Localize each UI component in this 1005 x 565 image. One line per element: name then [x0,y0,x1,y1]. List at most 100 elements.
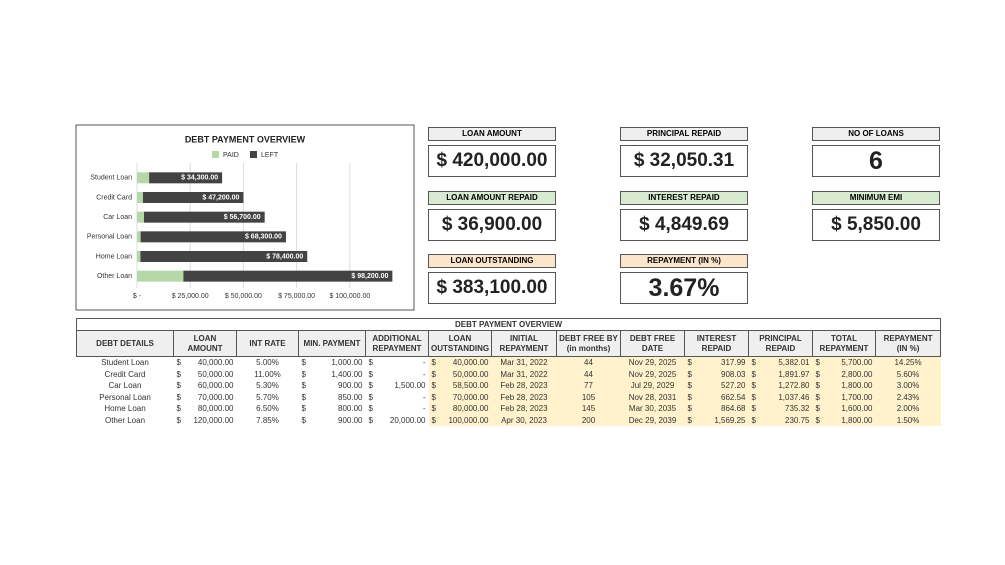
table-row: Other Loan $120,000.00 7.85% $900.00 $20,000… [77,414,941,427]
cell: Other Loan [104,415,146,425]
currency: $5,382.01 [752,357,810,368]
cell: $1,569.25 [684,414,749,426]
currency-symbol: $ [301,358,306,368]
cell: 145 [556,403,621,415]
column-header: REPAYMENT (IN %) [874,330,942,357]
bar-segment [142,192,244,203]
column-header: TOTAL REPAYMENT [812,330,876,357]
column-header: ADDITIONAL REPAYMENT [365,330,429,357]
card-value: 3.67% [620,272,748,304]
bar-segment [137,172,150,184]
cell: $50,000.00 [174,369,237,381]
cell: $ - [366,392,429,404]
currency: $1,500.00 [369,380,426,391]
cell: $1,891.97 [748,368,813,380]
currency-symbol: $ [431,358,436,368]
currency: $80,000.00 [177,403,234,414]
column-header: LOAN AMOUNT [173,330,237,357]
amount: 2,800.00 [841,369,873,379]
x-tick-label: $ 75,000.00 [278,293,315,300]
currency-symbol: $ [301,404,306,414]
currency: $864.68 [688,403,746,414]
currency-symbol: $ [687,392,692,402]
cell: Personal Loan [99,392,151,402]
currency: $5,700.00 [816,357,873,368]
currency: $20,000.00 [369,415,426,426]
amount: 900.00 [338,381,363,391]
title-row: DEBT PAYMENT OVERVIEW [75,318,942,331]
card-value: 6 [812,145,940,177]
data-label: $ 47,200.00 [202,194,239,201]
bar-segment [137,211,145,223]
data-label: $ 68,300.00 [245,234,282,241]
amount: 5,700.00 [841,358,873,368]
currency: $80,000.00 [432,403,489,414]
amount: - [422,369,426,379]
currency-symbol: $ [687,369,692,379]
currency-symbol: $ [751,415,756,425]
cell: $900.00 [299,415,366,427]
cell: $50,000.00 [428,368,492,380]
cell: $20,000.00 [366,415,429,427]
currency: $50,000.00 [432,369,489,380]
currency-symbol: $ [815,369,820,379]
currency: $ - [369,403,426,414]
currency: $800.00 [302,403,363,414]
cell: 200 [556,414,621,426]
cell: Feb 28, 2023 [491,380,557,392]
amount: 908.03 [721,369,746,379]
cell: $ - [366,357,429,369]
currency-symbol: $ [176,404,181,414]
amount: 1,800.00 [841,415,873,425]
table-row: Personal Loan $70,000.00 5.70% $850.00 $ - $70… [77,391,941,404]
currency: $1,272.80 [752,380,810,391]
card-header: PRINCIPAL REPAID [620,127,748,141]
amount: 864.68 [721,404,746,414]
amount: 850.00 [338,392,363,402]
currency-symbol: $ [176,381,181,391]
cell: Mar 31, 2022 [491,356,557,369]
cell: $80,000.00 [174,403,237,415]
currency-symbol: $ [751,404,756,414]
currency-symbol: $ [368,392,373,402]
amount: 70,000.00 [452,392,489,402]
amount: - [422,358,426,368]
table-row: Credit Card $50,000.00 11.00% $1,400.00 $ - $5… [77,368,941,381]
currency-symbol: $ [301,392,306,402]
cell: $1,800.00 [812,414,876,426]
bar-segment [140,231,286,243]
amount: 735.32 [785,404,810,414]
amount: 900.00 [338,415,363,425]
cell: Car Loan [108,381,142,391]
cell: $1,272.80 [748,380,813,392]
cell: Apr 30, 2023 [491,414,557,426]
amount: 58,500.00 [452,381,489,391]
column-header: PRINCIPAL REPAID [748,330,813,357]
cell: $1,700.00 [812,391,876,403]
amount: 60,000.00 [197,381,234,391]
currency: $1,569.25 [688,415,746,426]
currency: $100,000.00 [432,415,489,426]
currency-symbol: $ [368,415,373,425]
cell: $1,500.00 [366,380,429,392]
currency-symbol: $ [431,381,436,391]
amount: 40,000.00 [452,358,489,368]
currency: $317.99 [688,357,746,368]
cell: 5.70% [256,392,279,402]
cell: Dec 29, 2039 [620,414,685,426]
currency: $527.20 [688,380,746,391]
cell: 77 [556,380,621,392]
currency: $900.00 [302,415,363,426]
legend-swatch [212,151,219,158]
currency: $908.03 [688,369,746,380]
x-tick-label: $ 25,000.00 [172,293,209,300]
column-header: DEBT DETAILS [76,330,174,357]
cell: $864.68 [684,403,749,415]
amount: - [422,392,426,402]
column-header: MIN. PAYMENT [298,330,366,357]
amount: 1,400.00 [331,369,363,379]
currency: $850.00 [302,392,363,403]
currency: $1,400.00 [302,369,363,380]
cell: $58,500.00 [428,380,492,392]
cell: 44 [556,368,621,380]
